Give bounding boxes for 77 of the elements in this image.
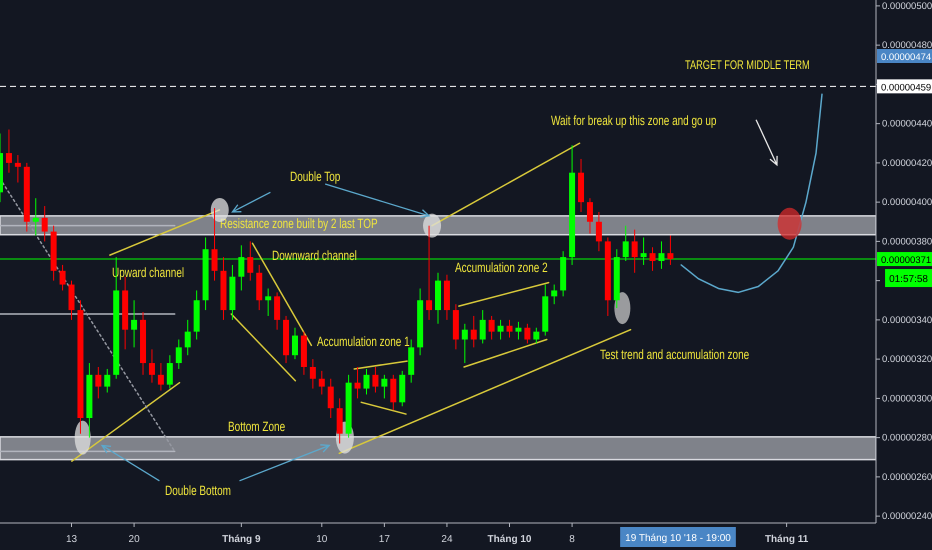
candlestick bbox=[148, 348, 155, 384]
y-tick-label: 0.00000400 bbox=[882, 197, 932, 208]
annotation: Bottom Zone bbox=[228, 418, 286, 434]
candlestick bbox=[515, 321, 522, 340]
y-tick-label: 0.00000300 bbox=[882, 393, 932, 404]
candlestick bbox=[488, 315, 495, 340]
candlestick bbox=[42, 206, 48, 242]
x-tick-label: 20 bbox=[128, 534, 140, 545]
x-tick-label: 13 bbox=[66, 534, 78, 545]
candlestick bbox=[6, 129, 12, 174]
y-tick-label: 0.00000440 bbox=[882, 118, 932, 130]
text: 01:57:58 bbox=[889, 274, 928, 286]
candlestick bbox=[480, 310, 486, 344]
ref-line-label: 0.00000459 bbox=[881, 82, 932, 94]
annotation: Accumulation zone 1 bbox=[317, 333, 410, 350]
candlestick bbox=[176, 339, 182, 370]
candlestick bbox=[292, 327, 298, 360]
candlestick bbox=[212, 208, 218, 282]
x-tick-label: 17 bbox=[378, 534, 390, 545]
candlestick bbox=[354, 366, 361, 399]
annotation: Accumulation zone 2 bbox=[455, 259, 548, 276]
candlestick bbox=[14, 154, 21, 184]
y-tick-label: 0.00000260 bbox=[882, 472, 932, 483]
candlestick bbox=[95, 366, 102, 399]
candlestick bbox=[533, 327, 540, 344]
candlestick bbox=[372, 366, 378, 393]
candlestick bbox=[462, 323, 468, 364]
y-tick-label: 0.00000380 bbox=[882, 236, 932, 248]
annotation: Resistance zone built by 2 last TOP bbox=[220, 215, 378, 232]
y-tick-label: 0.00000340 bbox=[882, 314, 932, 326]
candlestick bbox=[247, 240, 254, 282]
text: 19 Tháng 10 '18 - 19:00 bbox=[625, 533, 732, 544]
candlestick bbox=[184, 319, 191, 356]
candlestick bbox=[506, 319, 513, 338]
ref-line-label: 0.00000371 bbox=[881, 255, 932, 266]
x-tick-label: 10 bbox=[316, 534, 328, 545]
candlestick bbox=[667, 234, 674, 266]
candlestick bbox=[381, 374, 388, 399]
annotation: Double Top bbox=[290, 168, 341, 184]
candlestick bbox=[274, 292, 280, 330]
annotation: Double Bottom bbox=[165, 482, 232, 498]
candlestick bbox=[310, 358, 316, 390]
annotation: Wait for break up this zone and go up bbox=[551, 112, 717, 128]
x-tick-label: Tháng 10 bbox=[488, 534, 532, 545]
candlestick bbox=[498, 319, 504, 340]
candlestick bbox=[318, 370, 325, 395]
x-tick-label: Tháng 9 bbox=[222, 534, 261, 545]
candlestick bbox=[328, 378, 334, 419]
candlestick bbox=[632, 229, 638, 274]
candlestick bbox=[158, 362, 164, 392]
candlestick bbox=[470, 315, 477, 348]
x-tick-label: Tháng 11 bbox=[764, 534, 809, 545]
candlestick bbox=[390, 374, 396, 411]
annotation: Test trend and accumulation zone bbox=[600, 346, 750, 362]
candlestick bbox=[166, 354, 173, 390]
candlestick bbox=[104, 368, 110, 393]
candlestick bbox=[60, 264, 66, 291]
y-tick-label: 0.00000500 bbox=[882, 0, 932, 12]
y-tick-label: 0.00000320 bbox=[882, 354, 932, 366]
candlestick bbox=[426, 225, 432, 320]
candlestick bbox=[551, 284, 558, 305]
text: 0.00000474 bbox=[881, 52, 932, 63]
annotation: TARGET FOR MIDDLE TERM bbox=[685, 58, 810, 72]
candlestick bbox=[265, 288, 272, 316]
x-tick-label: 24 bbox=[441, 534, 453, 545]
candlestick bbox=[596, 211, 602, 252]
candlestick bbox=[32, 198, 39, 236]
x-tick-label: 8 bbox=[569, 534, 576, 545]
y-tick-label: 0.00000280 bbox=[882, 432, 932, 444]
candlestick bbox=[363, 368, 370, 395]
y-tick-label: 0.00000480 bbox=[882, 40, 932, 52]
candlestick bbox=[586, 198, 593, 234]
y-tick-label: 0.00000420 bbox=[882, 158, 932, 169]
candlestick bbox=[131, 300, 138, 348]
y-tick-label: 0.00000240 bbox=[882, 511, 932, 522]
candlestick bbox=[524, 323, 530, 344]
candlestick bbox=[650, 246, 656, 272]
